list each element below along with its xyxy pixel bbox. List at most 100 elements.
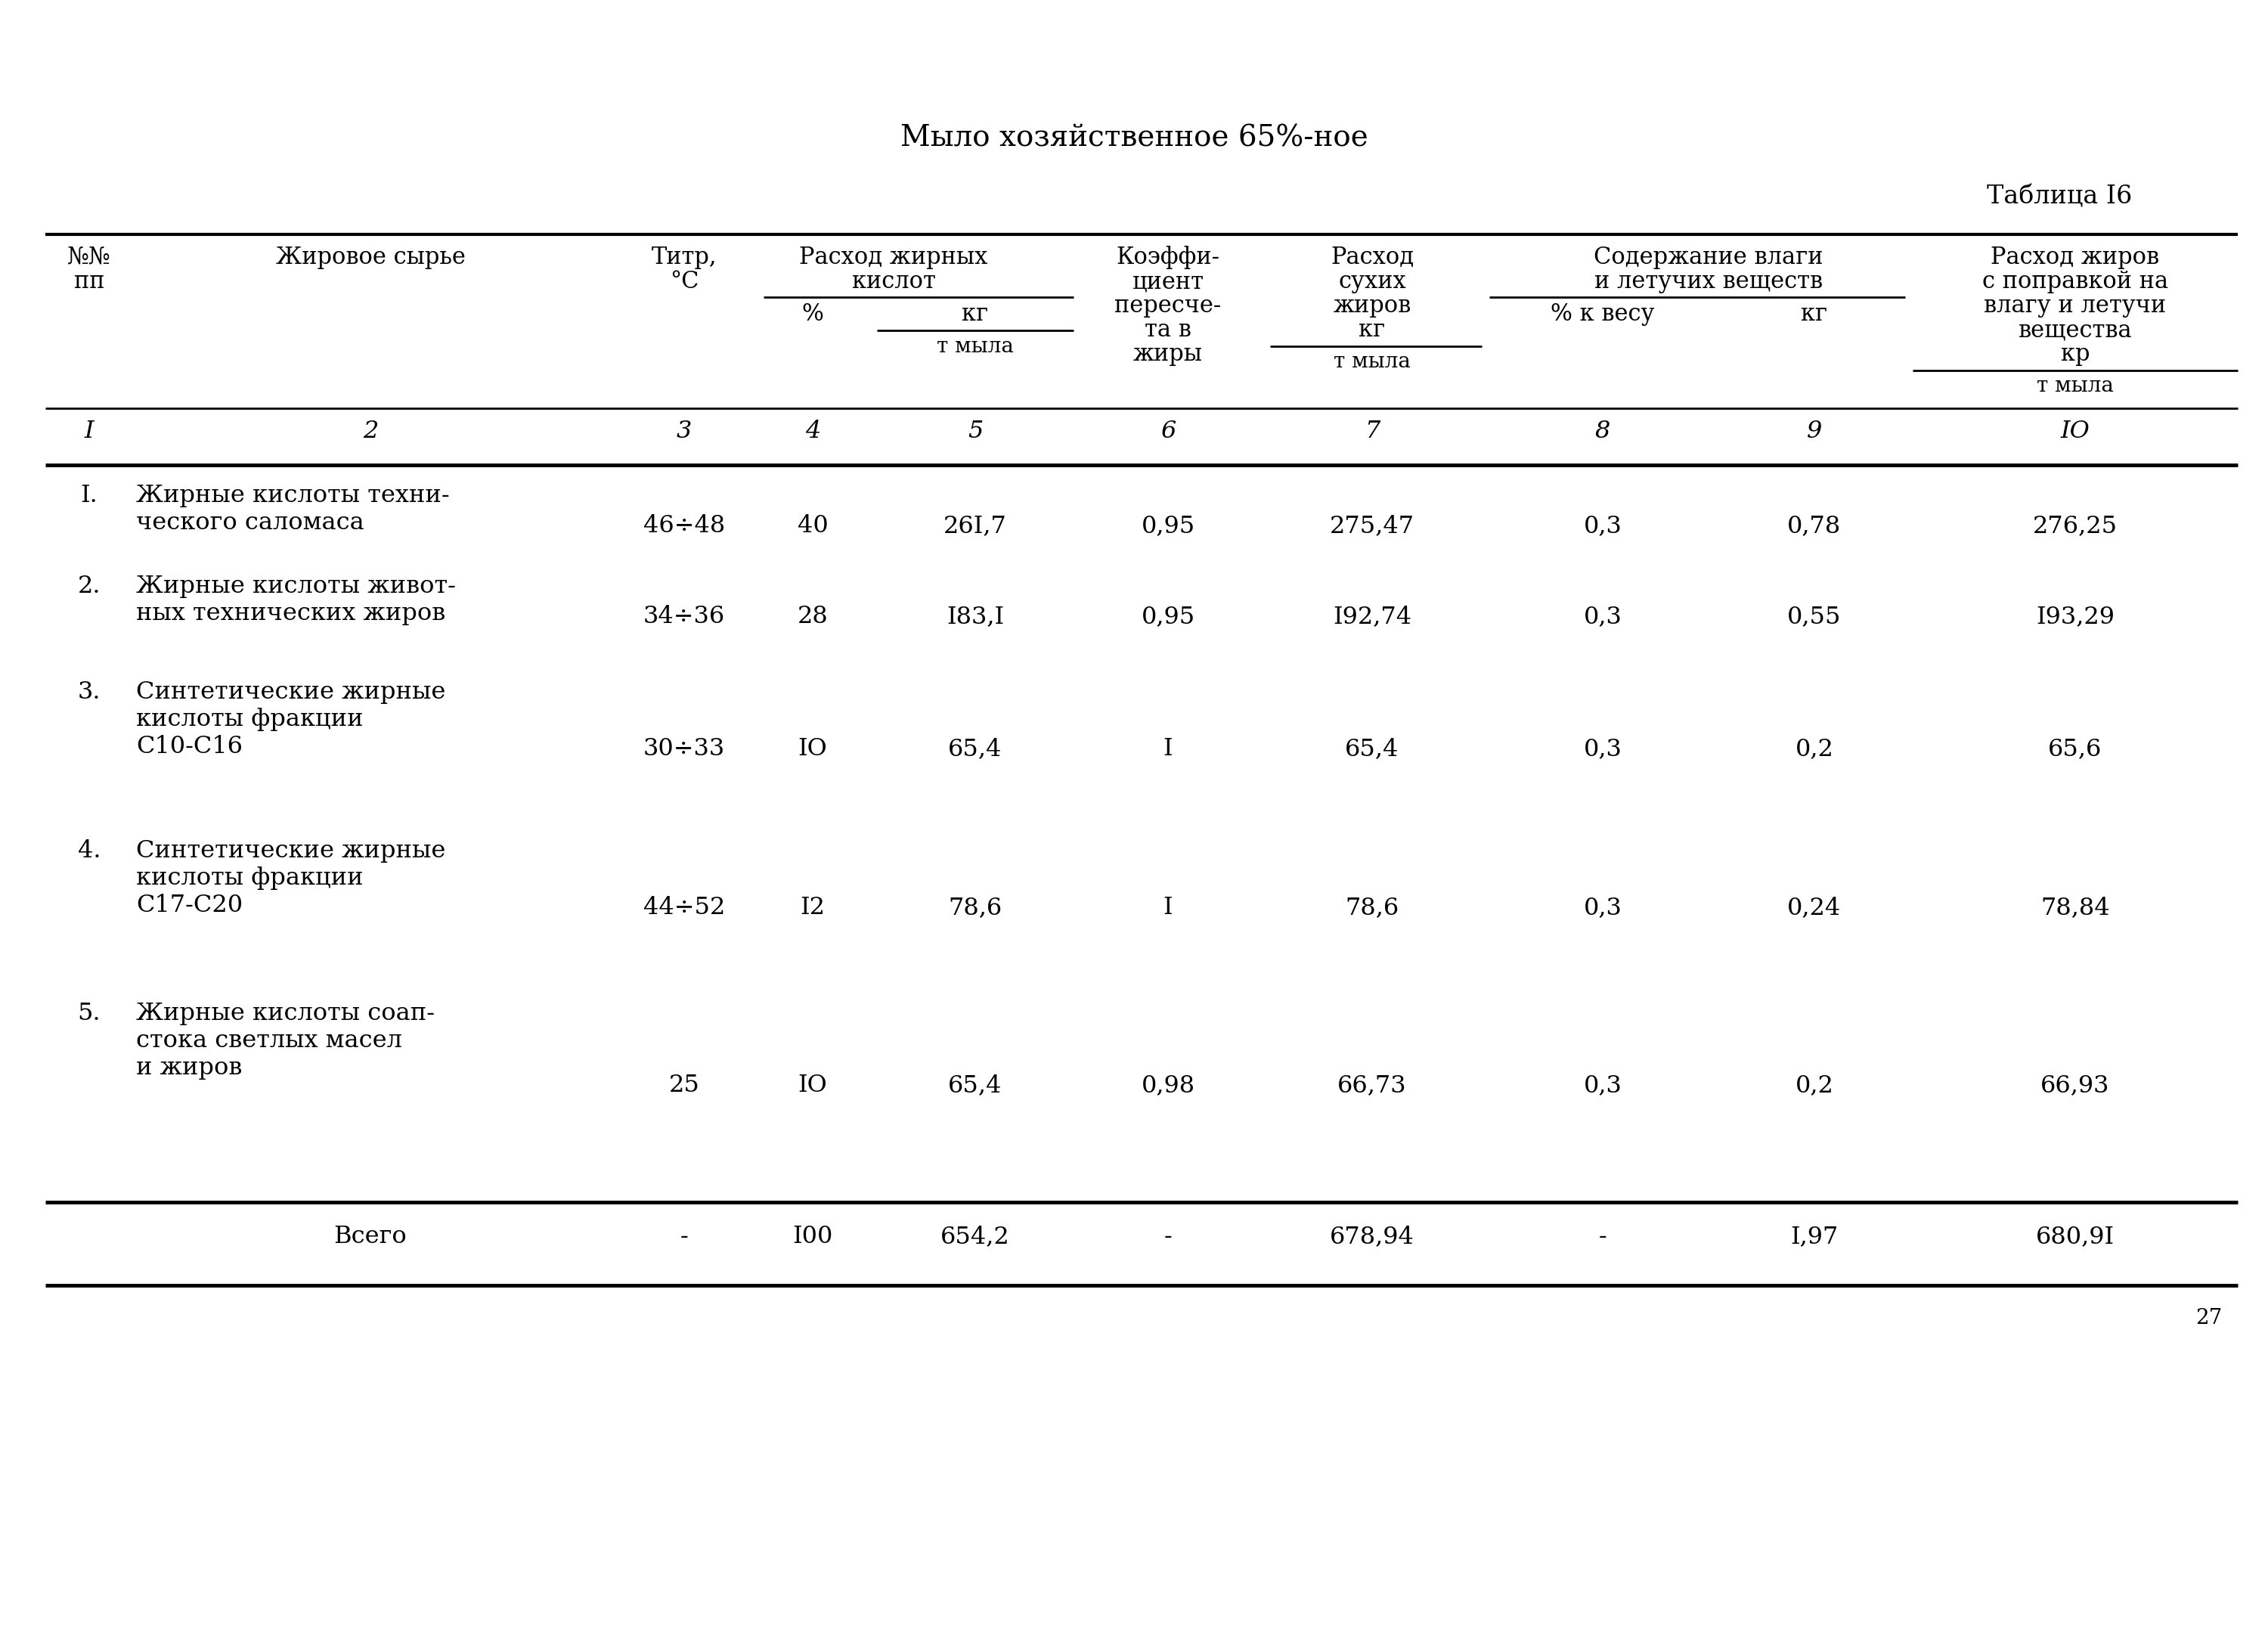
Text: кислот: кислот [853,270,934,294]
Text: Титр,: Титр, [651,246,717,269]
Text: 2: 2 [363,419,379,444]
Text: Таблица I6: Таблица I6 [1987,185,2132,209]
Text: IO: IO [798,737,828,760]
Text: вещества: вещества [2019,318,2132,341]
Text: стока светлых масел: стока светлых масел [136,1029,401,1052]
Text: кг: кг [1801,302,1828,327]
Text: 65,4: 65,4 [948,1073,1002,1097]
Text: IO: IO [798,1073,828,1097]
Text: 0,24: 0,24 [1787,895,1842,920]
Text: циент: циент [1132,270,1204,294]
Text: 0,95: 0,95 [1141,514,1195,538]
Text: -: - [1163,1225,1173,1248]
Text: 46÷48: 46÷48 [644,514,726,538]
Text: I: I [84,419,93,444]
Text: % к весу: % к весу [1551,302,1656,327]
Text: кг: кг [1359,318,1386,341]
Text: IO: IO [2062,419,2089,444]
Text: 0,3: 0,3 [1583,1073,1622,1097]
Text: Расход жиров: Расход жиров [1991,246,2159,269]
Text: 0,3: 0,3 [1583,895,1622,920]
Text: 6: 6 [1161,419,1175,444]
Text: с поправкой на: с поправкой на [1982,270,2168,294]
Text: Жирные кислоты соап-: Жирные кислоты соап- [136,1003,435,1026]
Text: 275,47: 275,47 [1329,514,1415,538]
Text: -: - [1599,1225,1606,1248]
Text: 0,95: 0,95 [1141,605,1195,628]
Text: 4.: 4. [77,839,100,862]
Text: 7: 7 [1365,419,1379,444]
Text: 0,2: 0,2 [1796,737,1833,760]
Text: 4: 4 [805,419,821,444]
Text: 44÷52: 44÷52 [644,895,726,920]
Text: Жирные кислоты живот-: Жирные кислоты живот- [136,574,456,599]
Text: 0,3: 0,3 [1583,737,1622,760]
Text: 30÷33: 30÷33 [644,737,726,760]
Text: 27: 27 [2195,1308,2223,1329]
Text: 3: 3 [676,419,692,444]
Text: №№: №№ [68,246,111,269]
Text: кислоты фракции: кислоты фракции [136,707,363,731]
Text: 40: 40 [798,514,828,538]
Text: Содержание влаги: Содержание влаги [1594,246,1823,269]
Text: кислоты фракции: кислоты фракции [136,866,363,890]
Text: пп: пп [75,270,104,294]
Text: I.: I. [82,483,98,508]
Text: I93,29: I93,29 [2037,605,2114,628]
Text: 0,55: 0,55 [1787,605,1842,628]
Text: I00: I00 [792,1225,832,1248]
Text: 25: 25 [669,1073,699,1097]
Text: 680,9I: 680,9I [2037,1225,2114,1248]
Text: 0,78: 0,78 [1787,514,1842,538]
Text: I: I [1163,737,1173,760]
Text: °С: °С [669,270,699,294]
Text: 654,2: 654,2 [941,1225,1009,1248]
Text: и жиров: и жиров [136,1057,243,1080]
Text: Коэффи-: Коэффи- [1116,246,1220,269]
Text: 5: 5 [968,419,982,444]
Text: I92,74: I92,74 [1334,605,1411,628]
Text: 2.: 2. [77,574,100,599]
Text: 0,3: 0,3 [1583,605,1622,628]
Text: 8: 8 [1594,419,1610,444]
Text: 28: 28 [798,605,828,628]
Text: жиры: жиры [1134,343,1202,366]
Text: Мыло хозяйственное 65%-ное: Мыло хозяйственное 65%-ное [900,125,1368,153]
Text: I83,I: I83,I [946,605,1005,628]
Text: 276,25: 276,25 [2032,514,2118,538]
Text: кг: кг [962,302,989,327]
Text: ных технических жиров: ных технических жиров [136,602,445,625]
Text: 3.: 3. [77,681,100,704]
Text: 5.: 5. [77,1003,100,1026]
Text: сухих: сухих [1338,270,1406,294]
Text: 0,3: 0,3 [1583,514,1622,538]
Text: 78,84: 78,84 [2041,895,2109,920]
Text: 65,4: 65,4 [1345,737,1399,760]
Text: т мыла: т мыла [2037,376,2114,396]
Text: пересче-: пересче- [1114,294,1222,318]
Text: I,97: I,97 [1789,1225,1839,1248]
Text: %: % [803,302,823,327]
Text: Расход жирных: Расход жирных [798,246,989,269]
Text: 0,98: 0,98 [1141,1073,1195,1097]
Text: -: - [680,1225,687,1248]
Text: 66,73: 66,73 [1338,1073,1406,1097]
Text: Жирные кислоты техни-: Жирные кислоты техни- [136,483,449,508]
Text: 65,4: 65,4 [948,737,1002,760]
Text: т мыла: т мыла [1334,351,1411,373]
Text: Синтетические жирные: Синтетические жирные [136,839,445,862]
Text: 678,94: 678,94 [1329,1225,1415,1248]
Text: кр: кр [2062,343,2089,366]
Text: ческого саломаса: ческого саломаса [136,511,365,534]
Text: 34÷36: 34÷36 [644,605,726,628]
Text: 66,93: 66,93 [2041,1073,2109,1097]
Text: Всего: Всего [333,1225,406,1248]
Text: 0,2: 0,2 [1796,1073,1833,1097]
Text: 65,6: 65,6 [2048,737,2102,760]
Text: 78,6: 78,6 [948,895,1002,920]
Text: Жировое сырье: Жировое сырье [277,246,465,269]
Text: 26I,7: 26I,7 [943,514,1007,538]
Text: I2: I2 [801,895,826,920]
Text: Расход: Расход [1331,246,1413,269]
Text: влагу и летучи: влагу и летучи [1984,294,2166,318]
